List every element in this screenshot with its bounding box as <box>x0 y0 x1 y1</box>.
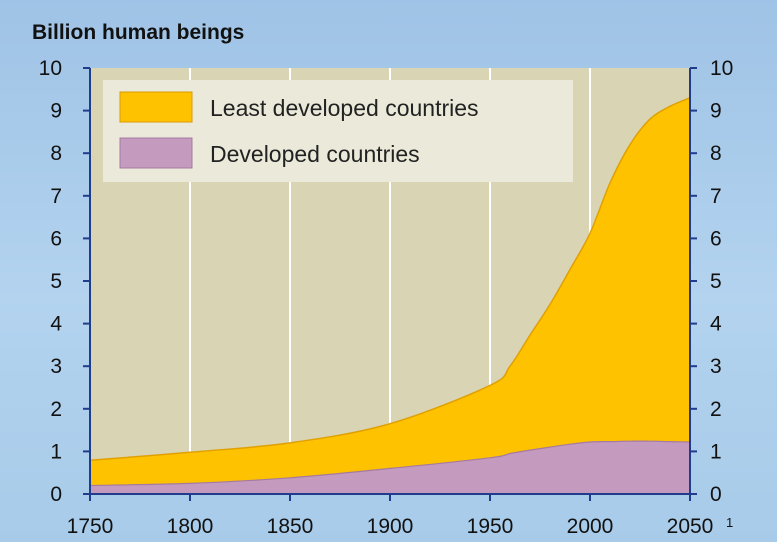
y-tick-label-left-10: 10 <box>39 57 62 80</box>
chart-title: Billion human beings <box>32 21 244 44</box>
legend-swatch-0 <box>119 91 193 123</box>
y-tick-label-right-2: 2 <box>710 398 722 421</box>
legend-swatch-1 <box>119 137 193 169</box>
y-tick-label-left-7: 7 <box>50 185 62 208</box>
series-area-developed <box>90 441 690 494</box>
y-tick-label-left-1: 1 <box>50 440 62 463</box>
y-tick-label-right-6: 6 <box>710 227 722 250</box>
x-tick-footnote: 1 <box>726 515 733 530</box>
x-tick-label-1750: 1750 <box>67 515 114 538</box>
y-tick-label-left-6: 6 <box>50 227 62 250</box>
y-tick-label-right-5: 5 <box>710 270 722 293</box>
x-tick-label-2000: 2000 <box>567 515 614 538</box>
legend: Least developed countries Developed count… <box>103 80 573 182</box>
x-tick-label-1800: 1800 <box>167 515 214 538</box>
series-line-developed <box>89 440 691 487</box>
x-tick-label-1900: 1900 <box>367 515 414 538</box>
y-tick-label-left-4: 4 <box>50 313 62 336</box>
y-tick-label-right-1: 1 <box>710 440 722 463</box>
y-tick-label-right-0: 0 <box>710 483 722 506</box>
y-tick-label-left-8: 8 <box>50 142 62 165</box>
y-tick-label-left-3: 3 <box>50 355 62 378</box>
y-tick-label-right-4: 4 <box>710 313 722 336</box>
x-tick-label-1850: 1850 <box>267 515 314 538</box>
y-tick-label-right-10: 10 <box>710 57 733 80</box>
series-area-least-developed <box>90 97 690 495</box>
series-areas <box>89 97 691 495</box>
legend-label-0: Least developed countries <box>210 95 479 121</box>
y-tick-label-left-0: 0 <box>50 483 62 506</box>
legend-label-1: Developed countries <box>210 141 420 167</box>
y-tick-label-left-5: 5 <box>50 270 62 293</box>
y-tick-label-left-2: 2 <box>50 398 62 421</box>
y-tick-label-right-3: 3 <box>710 355 722 378</box>
y-tick-label-left-9: 9 <box>50 100 62 123</box>
series-line-total <box>89 97 691 462</box>
y-tick-label-right-7: 7 <box>710 185 722 208</box>
x-tick-label-2050: 2050 <box>667 515 714 538</box>
x-tick-label-1950: 1950 <box>467 515 514 538</box>
y-tick-label-right-8: 8 <box>710 142 722 165</box>
y-tick-label-right-9: 9 <box>710 100 722 123</box>
